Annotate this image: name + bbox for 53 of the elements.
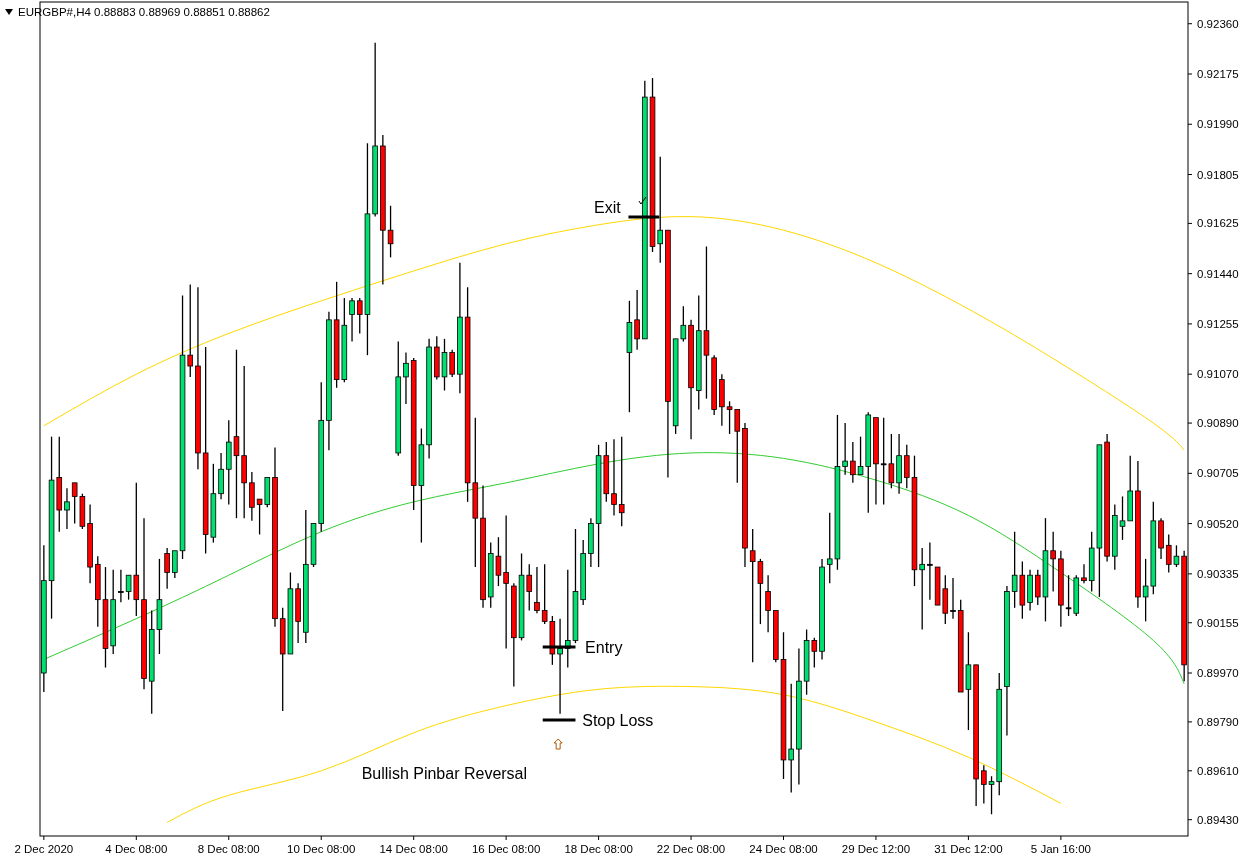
x-tick-label: 22 Dec 08:00 xyxy=(656,843,726,855)
candlestick xyxy=(118,569,124,604)
y-tick-label: 0.90155 xyxy=(1197,616,1239,629)
y-tick-label: 0.89430 xyxy=(1197,813,1239,826)
y-tick-label: 0.89970 xyxy=(1197,667,1239,679)
y-tick-label: 0.91625 xyxy=(1197,217,1239,230)
candlestick xyxy=(403,351,409,405)
annotation: Entry xyxy=(585,639,623,656)
x-tick-label: 4 Dec 08:00 xyxy=(105,843,168,855)
y-tick-label: 0.90335 xyxy=(1197,567,1239,580)
candlestick xyxy=(950,577,956,620)
candlestick xyxy=(503,514,509,650)
candlestick xyxy=(64,487,70,530)
x-tick-label: 14 Dec 08:00 xyxy=(379,843,448,855)
candlestick xyxy=(850,441,856,484)
y-tick-label: 0.91440 xyxy=(1197,267,1239,280)
y-tick-label: 0.91805 xyxy=(1197,168,1239,181)
y-tick-label: 0.90705 xyxy=(1197,467,1239,480)
y-tick-label: 0.92360 xyxy=(1197,17,1239,30)
x-tick-label: 31 Dec 12:00 xyxy=(934,843,1003,855)
candlestick xyxy=(765,574,771,633)
annotation: Stop Loss xyxy=(582,712,654,729)
candlestick xyxy=(164,547,170,590)
annotation: Exit xyxy=(594,199,622,216)
line-series xyxy=(166,685,1062,823)
y-tick-label: 0.91070 xyxy=(1197,368,1239,381)
candlestick xyxy=(634,289,640,351)
y-tick-label: 0.90520 xyxy=(1197,517,1239,530)
y-tick-label: 0.90890 xyxy=(1197,417,1239,430)
y-tick-label: 0.91990 xyxy=(1197,118,1239,131)
candlestick xyxy=(349,297,355,343)
candlestick xyxy=(842,422,848,476)
chart-title: EURGBP#,H4 0.88883 0.88969 0.88851 0.88862 xyxy=(18,6,270,18)
x-tick-label: 16 Dec 08:00 xyxy=(471,843,541,855)
candlestick xyxy=(534,566,540,614)
y-tick-label: 0.91255 xyxy=(1197,317,1239,330)
x-tick-label: 24 Dec 08:00 xyxy=(749,843,818,855)
candlestick xyxy=(1081,563,1087,585)
x-tick-label: 29 Dec 12:00 xyxy=(841,843,911,855)
x-tick-label: 18 Dec 08:00 xyxy=(564,843,633,855)
x-tick-label: 5 Jan 16:00 xyxy=(1030,843,1091,855)
candlestick xyxy=(611,438,617,517)
y-tick-label: 0.92175 xyxy=(1197,67,1239,80)
x-tick-label: 2 Dec 2020 xyxy=(14,843,74,855)
candlestick xyxy=(387,205,394,259)
annotation: Bullish Pinbar Reversal xyxy=(361,765,528,782)
candlestick xyxy=(618,436,625,527)
x-tick-label: 10 Dec 08:00 xyxy=(287,843,356,855)
y-tick-label: 0.89610 xyxy=(1197,764,1239,777)
candlestick xyxy=(927,541,933,601)
x-tick-label: 8 Dec 08:00 xyxy=(197,843,260,855)
line-series xyxy=(43,216,1185,451)
y-tick-label: 0.89790 xyxy=(1197,715,1239,728)
